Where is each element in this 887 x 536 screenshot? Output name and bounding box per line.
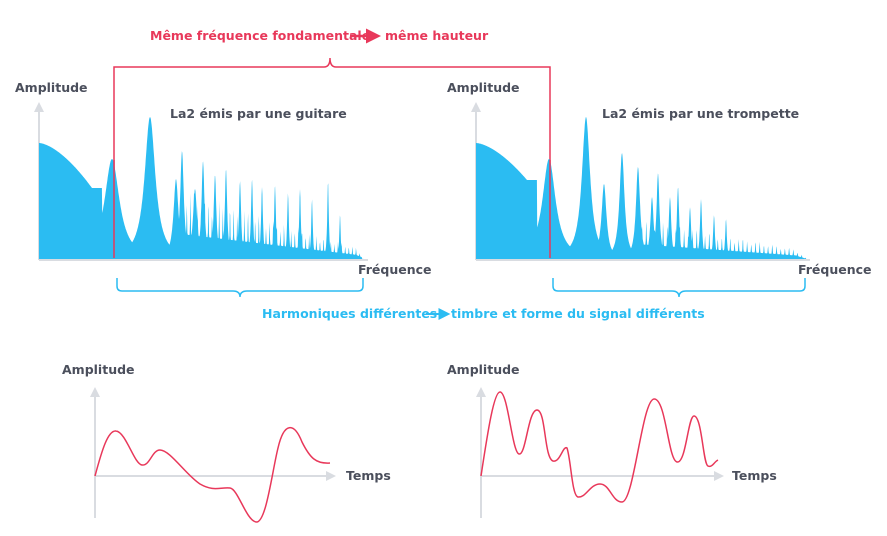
fundamental-caption-right: même hauteur xyxy=(385,28,489,43)
spectrum-trumpet-y-label: Amplitude xyxy=(447,80,520,95)
signal-guitar-x-label: Temps xyxy=(346,468,391,483)
harmonics-bracket-guitar xyxy=(116,278,364,298)
signal-trumpet-x-label: Temps xyxy=(732,468,777,483)
signal-guitar-y-label: Amplitude xyxy=(62,362,135,377)
fundamental-caption-left: Même fréquence fondamentale xyxy=(150,28,370,43)
spectrum-guitar-title: La2 émis par une guitare xyxy=(170,106,347,121)
spectrum-trumpet: Amplitude La2 émis par une trompette Fré… xyxy=(447,80,872,277)
harmonics-caption-left: Harmoniques différentes xyxy=(262,306,437,321)
harmonics-caption-right: timbre et forme du signal différents xyxy=(451,306,705,321)
spectrum-guitar-y-label: Amplitude xyxy=(15,80,88,95)
spectrum-guitar-area xyxy=(39,117,368,259)
signal-guitar-x-arrowhead xyxy=(326,471,336,481)
spectrum-trumpet-title: La2 émis par une trompette xyxy=(602,106,799,121)
signal-trumpet-y-label: Amplitude xyxy=(447,362,520,377)
signal-guitar-y-arrowhead xyxy=(90,387,100,397)
fundamental-caption: Même fréquence fondamentale même hauteur xyxy=(150,28,489,44)
harmonics-bracket-trumpet xyxy=(552,278,806,298)
spectrum-trumpet-y-arrowhead xyxy=(471,102,481,112)
signal-trumpet-curve xyxy=(480,391,719,503)
spectrum-guitar-y-arrowhead xyxy=(34,102,44,112)
fundamental-bracket xyxy=(113,57,551,258)
spectrum-guitar-x-label: Fréquence xyxy=(358,262,432,277)
harmonics-caption: Harmoniques différentes timbre et forme … xyxy=(262,306,705,321)
signal-trumpet-x-arrowhead xyxy=(714,471,724,481)
signal-guitar-curve xyxy=(94,427,331,523)
spectrum-trumpet-x-label: Fréquence xyxy=(798,262,872,277)
spectrum-trumpet-area xyxy=(476,117,808,259)
signal-trumpet-y-arrowhead xyxy=(476,387,486,397)
spectrum-guitar: Amplitude La2 émis par une guitare Fréqu… xyxy=(15,80,432,277)
signal-trumpet: Amplitude Temps xyxy=(447,362,777,518)
signal-guitar: Amplitude Temps xyxy=(62,362,391,523)
